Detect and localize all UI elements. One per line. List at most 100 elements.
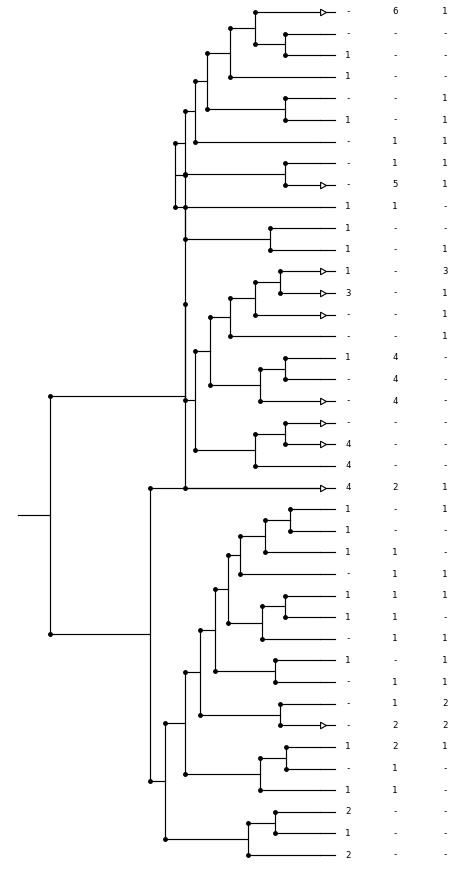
Text: 1: 1	[442, 570, 447, 578]
Text: 1: 1	[346, 51, 351, 60]
Text: -: -	[346, 180, 351, 189]
Text: -: -	[442, 224, 447, 233]
Text: 1: 1	[392, 612, 398, 622]
Text: -: -	[442, 612, 447, 622]
Text: 1: 1	[346, 202, 351, 211]
Text: -: -	[346, 418, 351, 427]
Text: 1: 1	[346, 72, 351, 81]
Text: 1: 1	[392, 634, 398, 644]
Text: 6: 6	[392, 8, 398, 17]
Text: -: -	[442, 786, 447, 794]
Text: -: -	[346, 29, 351, 38]
Text: 3: 3	[442, 267, 447, 276]
Text: 2: 2	[392, 721, 398, 730]
Text: 1: 1	[442, 116, 447, 125]
Text: 4: 4	[392, 396, 398, 406]
Text: 1: 1	[392, 699, 398, 708]
Text: 1: 1	[442, 483, 447, 492]
Text: 1: 1	[392, 591, 398, 600]
Text: 1: 1	[442, 288, 447, 298]
Text: -: -	[392, 116, 398, 125]
Text: 1: 1	[346, 354, 351, 362]
Text: -: -	[392, 656, 398, 665]
Text: -: -	[346, 699, 351, 708]
Text: 4: 4	[346, 483, 351, 492]
Text: -: -	[392, 504, 398, 514]
Text: -: -	[346, 332, 351, 341]
Text: -: -	[392, 29, 398, 38]
Text: 1: 1	[392, 202, 398, 211]
Text: -: -	[442, 526, 447, 536]
Text: 1: 1	[392, 548, 398, 557]
Text: 1: 1	[442, 246, 447, 254]
Text: -: -	[346, 570, 351, 578]
Text: 4: 4	[346, 462, 351, 470]
Text: 1: 1	[346, 548, 351, 557]
Text: 1: 1	[346, 116, 351, 125]
Text: -: -	[346, 94, 351, 103]
Text: 1: 1	[346, 591, 351, 600]
Text: 5: 5	[392, 180, 398, 189]
Text: 1: 1	[346, 742, 351, 752]
Text: 4: 4	[392, 354, 398, 362]
Text: 3: 3	[346, 288, 351, 298]
Text: 1: 1	[346, 656, 351, 665]
Text: 1: 1	[442, 634, 447, 644]
Text: 1: 1	[346, 267, 351, 276]
Text: -: -	[346, 396, 351, 406]
Text: 1: 1	[442, 310, 447, 319]
Text: -: -	[392, 462, 398, 470]
Text: 1: 1	[442, 678, 447, 686]
Text: 1: 1	[392, 570, 398, 578]
Text: 1: 1	[442, 8, 447, 17]
Text: -: -	[442, 548, 447, 557]
Text: 1: 1	[442, 656, 447, 665]
Text: -: -	[392, 246, 398, 254]
Text: -: -	[392, 288, 398, 298]
Text: 1: 1	[442, 94, 447, 103]
Text: 1: 1	[346, 504, 351, 514]
Text: 1: 1	[442, 159, 447, 168]
Text: -: -	[442, 72, 447, 81]
Text: 1: 1	[442, 332, 447, 341]
Text: 1: 1	[346, 612, 351, 622]
Text: 1: 1	[442, 742, 447, 752]
Text: 1: 1	[346, 829, 351, 838]
Text: 1: 1	[346, 526, 351, 536]
Text: -: -	[442, 354, 447, 362]
Text: 1: 1	[392, 159, 398, 168]
Text: 1: 1	[392, 764, 398, 773]
Text: -: -	[346, 721, 351, 730]
Text: -: -	[392, 267, 398, 276]
Text: -: -	[346, 138, 351, 146]
Text: 2: 2	[346, 807, 351, 816]
Text: 1: 1	[346, 224, 351, 233]
Text: -: -	[346, 764, 351, 773]
Text: -: -	[442, 440, 447, 449]
Text: -: -	[392, 224, 398, 233]
Text: 1: 1	[392, 138, 398, 146]
Text: -: -	[392, 526, 398, 536]
Text: -: -	[442, 418, 447, 427]
Text: 1: 1	[442, 180, 447, 189]
Text: -: -	[392, 418, 398, 427]
Text: 2: 2	[392, 742, 398, 752]
Text: 2: 2	[442, 699, 447, 708]
Text: -: -	[442, 764, 447, 773]
Text: -: -	[442, 829, 447, 838]
Text: -: -	[442, 29, 447, 38]
Text: -: -	[346, 159, 351, 168]
Text: -: -	[392, 332, 398, 341]
Text: -: -	[392, 94, 398, 103]
Text: -: -	[392, 829, 398, 838]
Text: -: -	[442, 462, 447, 470]
Text: -: -	[392, 51, 398, 60]
Text: -: -	[442, 51, 447, 60]
Text: -: -	[442, 807, 447, 816]
Text: -: -	[392, 440, 398, 449]
Text: 4: 4	[346, 440, 351, 449]
Text: -: -	[442, 202, 447, 211]
Text: 2: 2	[392, 483, 398, 492]
Text: 2: 2	[346, 850, 351, 860]
Text: 1: 1	[392, 678, 398, 686]
